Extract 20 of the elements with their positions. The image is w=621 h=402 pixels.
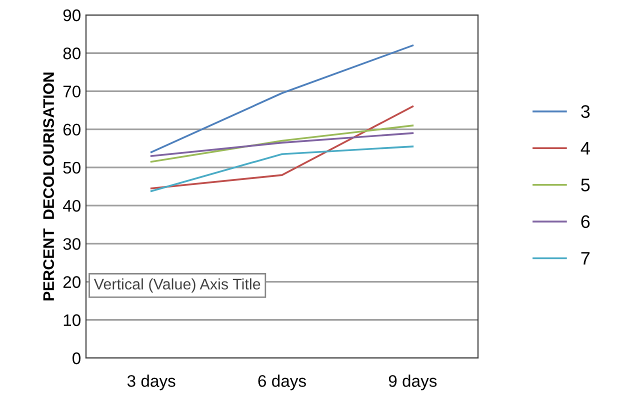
y-tick-label: 10 xyxy=(64,314,80,326)
y-tick-label: 70 xyxy=(63,86,80,98)
y-tick-label: 60 xyxy=(63,124,80,136)
y-tick-label: 90 xyxy=(63,9,80,22)
y-tick-label: 80 xyxy=(63,48,80,60)
y-tick-label: 30 xyxy=(63,238,80,250)
legend-label: 5 xyxy=(581,178,590,192)
x-tick-label: 6 days xyxy=(258,374,306,390)
legend-label: 3 xyxy=(581,105,590,118)
legend-label: 4 xyxy=(580,142,590,154)
x-tick-label: 9 days xyxy=(388,374,437,390)
y-tick-label: 50 xyxy=(63,162,80,174)
x-tick-label: 3 days xyxy=(127,374,176,390)
y-tick-label: 0 xyxy=(72,352,80,364)
legend-label: 7 xyxy=(581,252,590,265)
legend-label: 6 xyxy=(581,215,590,228)
y-tick-label: 20 xyxy=(63,276,80,288)
y-axis-title: PERCENT DECOLOURISATION xyxy=(43,72,54,300)
y-tick-label: 40 xyxy=(62,200,80,212)
annotation: Vertical (Value) Axis Title xyxy=(94,278,260,293)
